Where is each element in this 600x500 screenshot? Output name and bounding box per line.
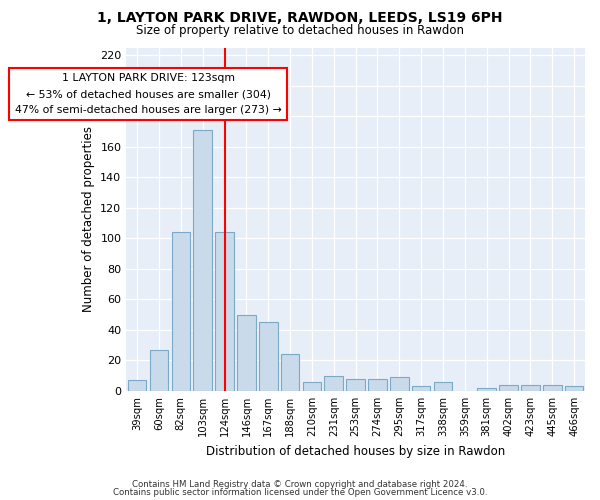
Bar [150,350,168,391]
Bar [543,385,562,391]
Text: Contains public sector information licensed under the Open Government Licence v3: Contains public sector information licen… [113,488,487,497]
Bar [390,377,409,391]
Bar [215,232,234,391]
Bar [237,314,256,391]
Y-axis label: Number of detached properties: Number of detached properties [82,126,95,312]
Bar [499,385,518,391]
Bar [565,386,583,391]
Bar [259,322,278,391]
Bar [281,354,299,391]
Bar [128,380,146,391]
Bar [478,388,496,391]
Text: 1, LAYTON PARK DRIVE, RAWDON, LEEDS, LS19 6PH: 1, LAYTON PARK DRIVE, RAWDON, LEEDS, LS1… [97,11,503,25]
Text: 1 LAYTON PARK DRIVE: 123sqm
← 53% of detached houses are smaller (304)
47% of se: 1 LAYTON PARK DRIVE: 123sqm ← 53% of det… [15,74,281,114]
Bar [521,385,539,391]
Bar [302,382,321,391]
Bar [325,376,343,391]
Bar [412,386,430,391]
Text: Size of property relative to detached houses in Rawdon: Size of property relative to detached ho… [136,24,464,37]
Bar [193,130,212,391]
X-axis label: Distribution of detached houses by size in Rawdon: Distribution of detached houses by size … [206,444,505,458]
Bar [368,378,387,391]
Bar [346,378,365,391]
Bar [434,382,452,391]
Text: Contains HM Land Registry data © Crown copyright and database right 2024.: Contains HM Land Registry data © Crown c… [132,480,468,489]
Bar [172,232,190,391]
